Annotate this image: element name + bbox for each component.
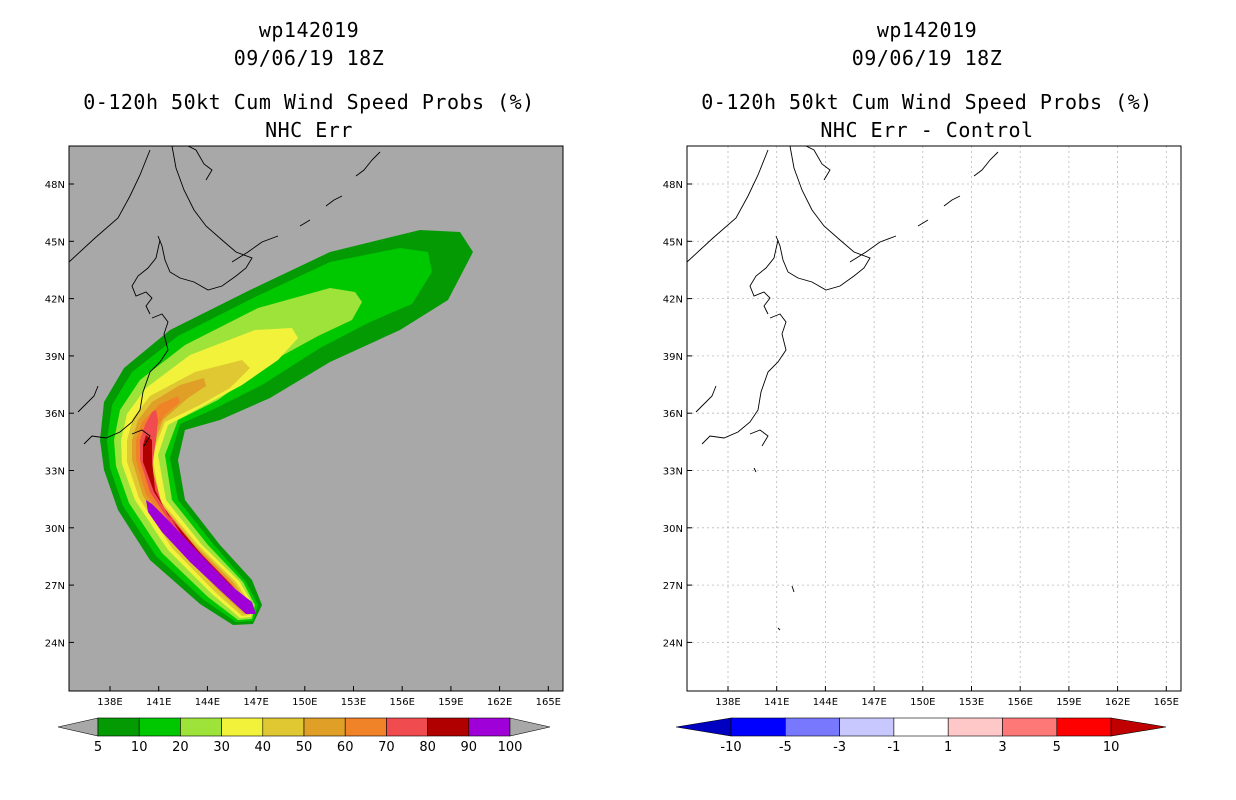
lon-tick-label: 150E (292, 697, 317, 708)
lat-tick-label: 39N (663, 352, 683, 363)
colorbar-label: 5 (94, 740, 102, 755)
colorbar-label: 70 (378, 740, 395, 755)
colorbar-label: 80 (419, 740, 436, 755)
lon-tick-label: 156E (389, 697, 414, 708)
colorbar-under-arrow (57, 717, 99, 737)
colorbar-label: 50 (296, 740, 313, 755)
left-map: 48N 45N 42N 39N 36N 33N 30N 27N 24N 138E 141E 144E 1… (45, 145, 564, 755)
lat-tick-label: 24N (663, 638, 683, 649)
colorbar-label: 10 (1103, 740, 1120, 755)
colorbar-swatch (180, 717, 222, 737)
colorbar-swatch (221, 717, 264, 737)
lon-tick-label: 153E (341, 697, 366, 708)
lat-tick-label: 45N (663, 237, 683, 248)
lat-tick-label: 33N (45, 467, 65, 478)
lat-tick-label: 24N (45, 638, 65, 649)
lat-tick-label: 48N (663, 180, 683, 191)
colorbar-swatch (386, 717, 428, 737)
prob-band-70 (140, 410, 249, 610)
colorbar-swatch (468, 717, 511, 737)
left-panel: wp142019 09/06/19 18Z 0-120h 50kt Cum Wi… (45, 18, 564, 755)
forecast-time: 09/06/19 18Z (851, 46, 1003, 70)
lat-tick-label: 48N (45, 180, 65, 191)
lat-tick-label: 27N (45, 581, 65, 592)
colorbar-swatch (344, 717, 387, 737)
lon-tick-label: 159E (438, 697, 463, 708)
colorbar-over-arrow (1110, 717, 1167, 737)
lon-tick-label: 162E (487, 697, 512, 708)
lat-tick-label: 33N (663, 467, 683, 478)
lon-tick-label: 141E (146, 697, 171, 708)
colorbar-label: 40 (255, 740, 272, 755)
right-map: 48N 45N 42N 39N 36N 33N 30N 27N 24N 138E 141E 144E 1… (663, 145, 1182, 755)
lat-tick-label: 30N (663, 524, 683, 535)
lon-tick-label: 144E (195, 697, 220, 708)
colorbar-label: 30 (213, 740, 230, 755)
lon-tick-label: 159E (1056, 697, 1081, 708)
colorbar-swatch (262, 717, 305, 737)
forecast-time: 09/06/19 18Z (233, 46, 385, 70)
lon-tick-label: 162E (1105, 697, 1130, 708)
lon-tick-label: 165E (1154, 697, 1179, 708)
product-subtitle: NHC Err (265, 118, 353, 142)
colorbar-label: 5 (1053, 740, 1061, 755)
colorbar-swatch (1056, 717, 1112, 737)
product-title: 0-120h 50kt Cum Wind Speed Probs (%) (701, 90, 1153, 114)
lon-tick-label: 150E (910, 697, 935, 708)
lat-tick-label: 36N (663, 409, 683, 420)
colorbar-swatch (839, 717, 895, 737)
lon-tick-label: 147E (243, 697, 268, 708)
lat-tick-label: 30N (45, 524, 65, 535)
colorbar-swatch (893, 717, 949, 737)
map-background (687, 146, 1181, 691)
product-subtitle: NHC Err - Control (820, 118, 1034, 142)
colorbar-label: 3 (998, 740, 1006, 755)
colorbar-label: -10 (720, 740, 741, 755)
coastlines (69, 146, 381, 447)
lat-tick-label: 36N (45, 409, 65, 420)
lon-tick-label: 153E (959, 697, 984, 708)
colorbar-under-arrow (675, 717, 732, 737)
colorbar-label: -1 (887, 740, 900, 755)
lon-tick-label: 141E (764, 697, 789, 708)
lat-tick-label: 39N (45, 352, 65, 363)
colorbar-swatch (785, 717, 840, 737)
colorbar-label: -3 (833, 740, 846, 755)
colorbar-label: 20 (172, 740, 189, 755)
coastlines (687, 146, 999, 631)
colorbar-label: 10 (131, 740, 148, 755)
colorbar-over-arrow (509, 717, 551, 737)
colorbar-swatch (303, 717, 346, 737)
storm-id: wp142019 (258, 18, 360, 42)
colorbar-label: -5 (779, 740, 792, 755)
lon-tick-label: 138E (715, 697, 740, 708)
right-panel: wp142019 09/06/19 18Z 0-120h 50kt Cum Wi… (618, 0, 1236, 800)
colorbar-swatch (947, 717, 1003, 737)
colorbar-label: 60 (337, 740, 354, 755)
lon-tick-label: 147E (861, 697, 886, 708)
lat-tick-label: 42N (663, 295, 683, 306)
lon-tick-label: 156E (1007, 697, 1032, 708)
lat-tick-label: 42N (45, 295, 65, 306)
prob-band-90 (146, 500, 256, 614)
lon-tick-label: 165E (536, 697, 561, 708)
colorbar-label: 90 (461, 740, 478, 755)
colorbar-swatch (427, 717, 470, 737)
colorbar-swatch (97, 717, 140, 737)
colorbar-swatch (730, 717, 786, 737)
lon-tick-label: 144E (813, 697, 838, 708)
colorbar-swatch (1002, 717, 1058, 737)
colorbar-swatch (138, 717, 181, 737)
storm-id: wp142019 (876, 18, 978, 42)
lat-tick-label: 27N (663, 581, 683, 592)
lon-tick-label: 138E (97, 697, 122, 708)
colorbar-label: 1 (944, 740, 952, 755)
lat-tick-label: 45N (45, 237, 65, 248)
colorbar-label: 100 (498, 740, 523, 755)
product-title: 0-120h 50kt Cum Wind Speed Probs (%) (83, 90, 535, 114)
